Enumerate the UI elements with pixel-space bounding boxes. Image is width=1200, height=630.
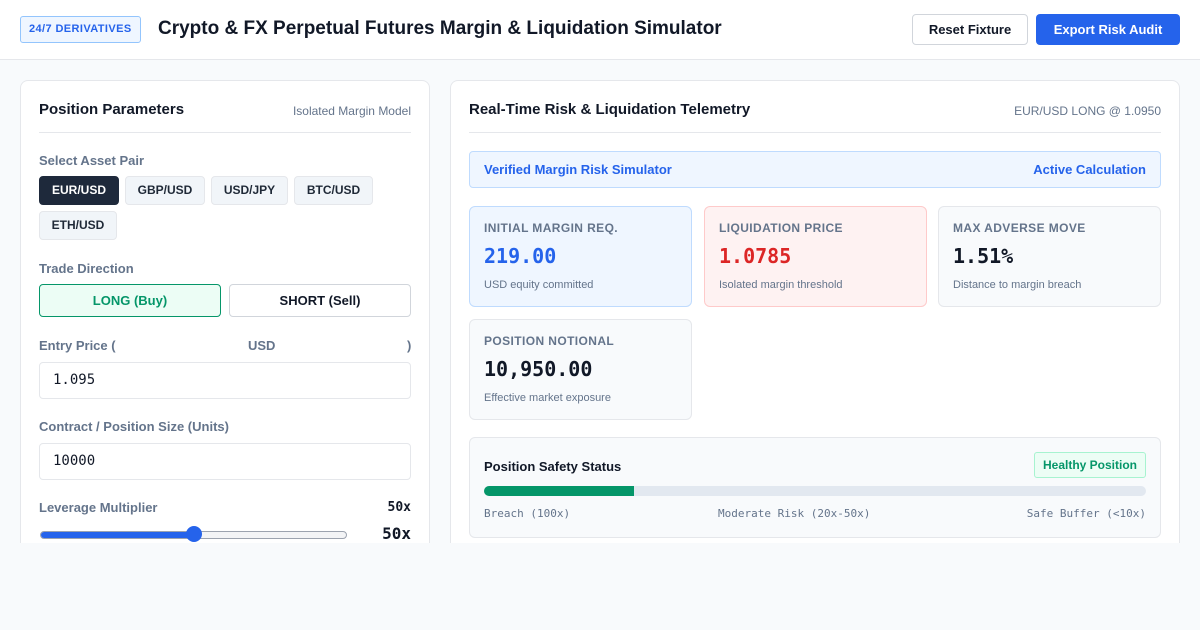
banner-title: Verified Margin Risk Simulator xyxy=(484,162,672,177)
position-size-label: Contract / Position Size (Units) xyxy=(39,419,229,434)
card-note: Effective market exposure xyxy=(484,392,611,404)
leverage-label: Leverage Multiplier xyxy=(39,500,158,515)
scale-label-moderate: Moderate Risk (20x-50x) xyxy=(718,507,871,520)
pair-button-gbp-usd[interactable]: GBP/USD xyxy=(125,176,205,205)
safety-progress-track xyxy=(484,486,1146,496)
long-button[interactable]: LONG (Buy) xyxy=(39,284,221,317)
status-badge: Healthy Position xyxy=(1033,452,1146,478)
app-header: 24/7 DERIVATIVES Crypto & FX Perpetual F… xyxy=(0,0,1200,60)
leverage-value: 50x xyxy=(387,500,411,515)
brand-badge: 24/7 DERIVATIVES xyxy=(20,16,141,43)
card-value: 1.0785 xyxy=(719,244,792,268)
trade-direction-label: Trade Direction xyxy=(39,261,134,276)
safety-progress-fill xyxy=(484,486,635,496)
card-note: USD equity committed xyxy=(484,279,594,291)
leverage-slider-fill xyxy=(41,532,194,538)
pair-button-eur-usd[interactable]: EUR/USD xyxy=(39,176,119,205)
asset-pair-label: Select Asset Pair xyxy=(39,153,145,168)
simulator-banner: Verified Margin Risk Simulator Active Ca… xyxy=(469,151,1161,188)
card-label: LIQUIDATION PRICE xyxy=(719,221,843,235)
pair-button-usd-jpy[interactable]: USD/JPY xyxy=(211,176,288,205)
max-adverse-move-card: MAX ADVERSE MOVE 1.51% Distance to margi… xyxy=(938,206,1161,307)
short-button[interactable]: SHORT (Sell) xyxy=(229,284,411,317)
pair-button-eth-usd[interactable]: ETH/USD xyxy=(39,211,117,240)
calculation-status: Active Calculation xyxy=(1033,162,1146,177)
initial-margin-card: INITIAL MARGIN REQ. 219.00 USD equity co… xyxy=(469,206,692,307)
position-parameters-panel: Position Parameters Isolated Margin Mode… xyxy=(20,80,430,543)
divider xyxy=(39,132,411,133)
position-size-input[interactable]: 10000 xyxy=(39,443,411,480)
position-summary: EUR/USD LONG @ 1.0950 xyxy=(1014,104,1161,118)
leverage-readout: 50x xyxy=(382,524,411,543)
entry-price-label-prefix: Entry Price ( xyxy=(39,338,116,353)
card-value: 219.00 xyxy=(484,244,557,268)
card-note: Distance to margin breach xyxy=(953,279,1082,291)
entry-price-label-currency: USD xyxy=(248,338,276,353)
panel-title: Real-Time Risk & Liquidation Telemetry xyxy=(469,101,751,118)
liquidation-price-card: LIQUIDATION PRICE 1.0785 Isolated margin… xyxy=(704,206,927,307)
safety-title: Position Safety Status xyxy=(484,459,622,474)
risk-telemetry-panel: Real-Time Risk & Liquidation Telemetry E… xyxy=(450,80,1180,543)
entry-price-input[interactable]: 1.095 xyxy=(39,362,411,399)
export-risk-audit-button[interactable]: Export Risk Audit xyxy=(1036,14,1180,45)
page-title: Crypto & FX Perpetual Futures Margin & L… xyxy=(158,18,722,39)
position-notional-card: POSITION NOTIONAL 10,950.00 Effective ma… xyxy=(469,319,692,420)
reset-fixture-button[interactable]: Reset Fixture xyxy=(912,14,1028,45)
position-safety-status: Position Safety Status Healthy Position … xyxy=(469,437,1161,538)
leverage-slider-thumb[interactable] xyxy=(185,526,202,542)
card-value: 1.51% xyxy=(953,244,1014,268)
card-label: POSITION NOTIONAL xyxy=(484,334,615,348)
divider xyxy=(469,132,1161,133)
card-label: INITIAL MARGIN REQ. xyxy=(484,221,619,235)
pair-button-btc-usd[interactable]: BTC/USD xyxy=(294,176,373,205)
margin-model-label: Isolated Margin Model xyxy=(292,104,411,118)
entry-price-label-suffix: ) xyxy=(407,338,412,353)
card-label: MAX ADVERSE MOVE xyxy=(953,221,1086,235)
card-value: 10,950.00 xyxy=(484,357,593,381)
scale-label-safe: Safe Buffer (<10x) xyxy=(1026,507,1146,520)
scale-label-breach: Breach (100x) xyxy=(484,507,571,520)
card-note: Isolated margin threshold xyxy=(719,279,843,291)
panel-title: Position Parameters xyxy=(39,101,185,118)
